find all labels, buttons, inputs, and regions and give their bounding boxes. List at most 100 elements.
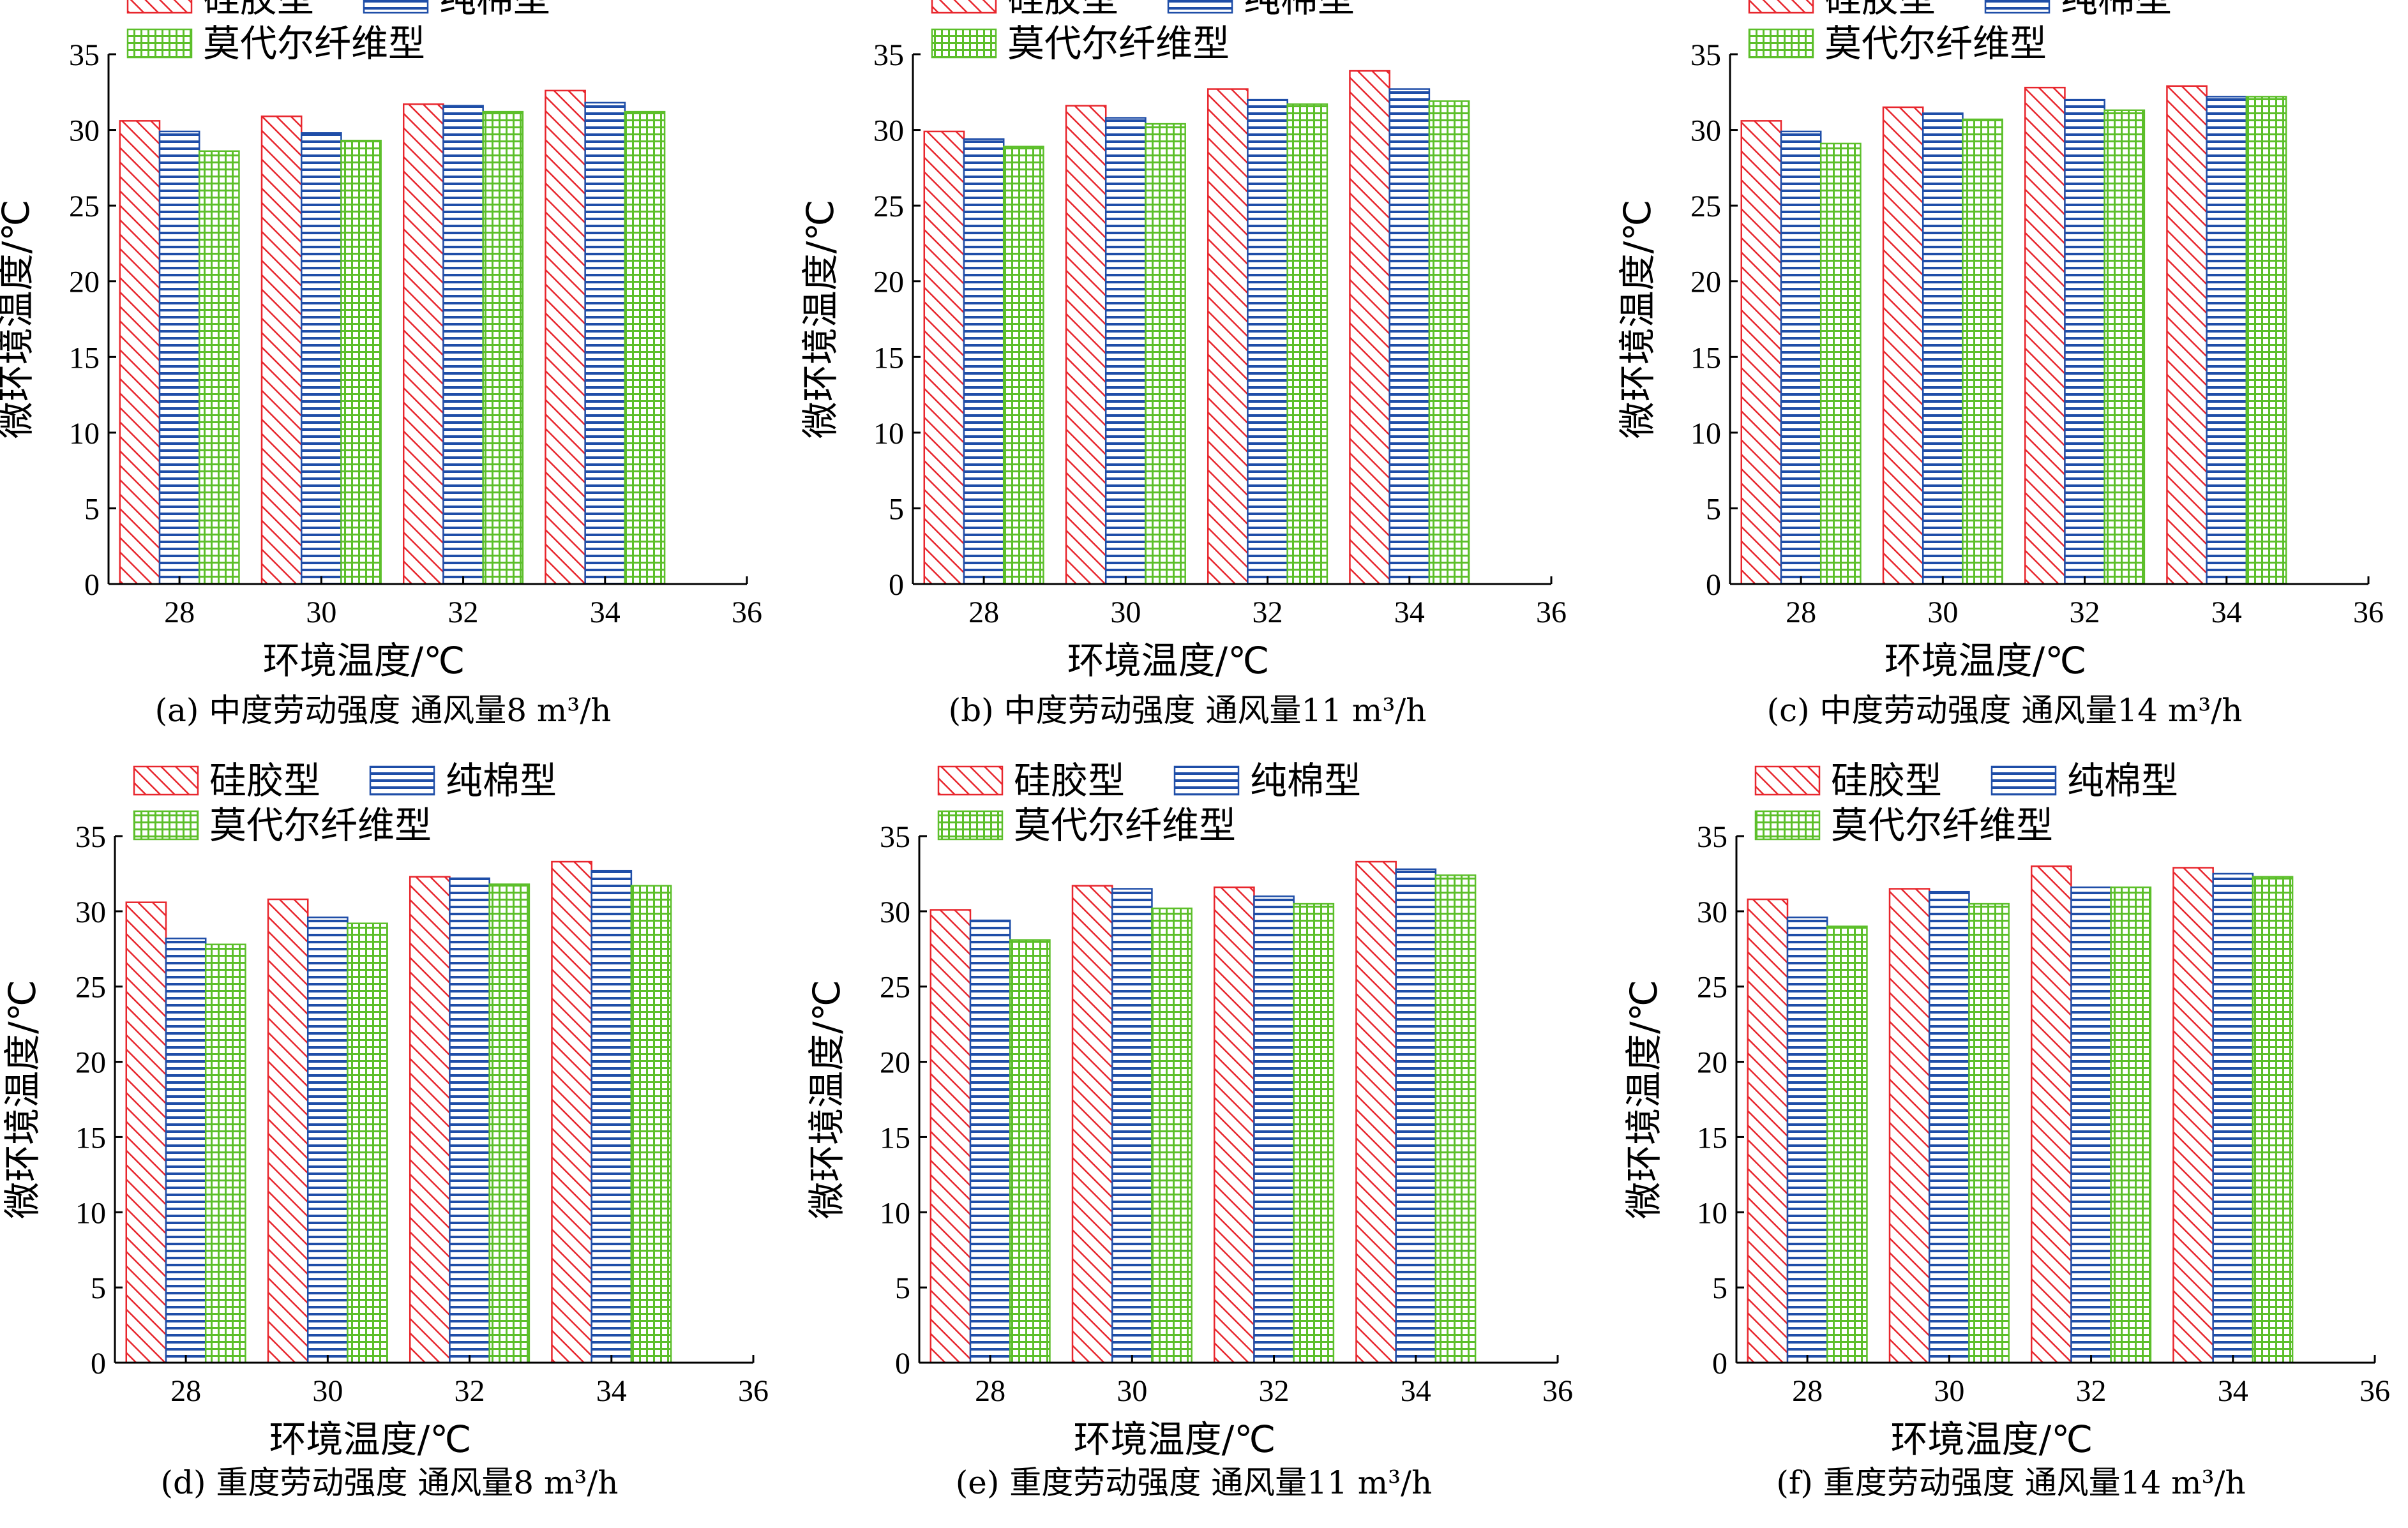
legend-swatch-cotton: [1990, 765, 2057, 796]
legend-swatch-modal: [937, 810, 1004, 841]
y-tick-label: 5: [889, 492, 904, 526]
legend-label-cotton: 纯棉型: [1250, 759, 1361, 802]
bar-modal: [2252, 876, 2294, 1364]
bar-cotton: [1247, 98, 1288, 585]
bar-modal: [2103, 109, 2146, 585]
legend-swatch-silica: [1754, 765, 1821, 796]
y-tick-label: 10: [873, 417, 904, 451]
bar-silica: [1065, 105, 1107, 585]
legend-label-cotton: 纯棉型: [1244, 0, 1355, 20]
y-tick-label: 30: [880, 895, 910, 929]
bar-cotton: [969, 919, 1011, 1364]
bar-cotton: [2206, 96, 2248, 585]
y-tick-label: 15: [873, 341, 904, 375]
y-tick-label: 30: [69, 114, 100, 148]
bar-silica: [409, 876, 451, 1364]
y-tick-label: 30: [75, 895, 106, 929]
legend-label-modal: 莫代尔纤维型: [1831, 804, 2053, 847]
y-tick-label: 15: [75, 1121, 106, 1155]
y-axis-title: 微环境温度/℃: [1622, 980, 1666, 1219]
bar-cotton: [442, 105, 484, 585]
chart-panel: 0 5 10 15 20 25 30 35 28 30 32 34 36 环境温度/℃ 微环境温度/℃ 硅胶型…: [805, 759, 1573, 1501]
y-tick-label: 15: [1697, 1121, 1727, 1155]
bar-cotton: [1922, 112, 1964, 585]
bar-silica: [119, 120, 161, 585]
y-tick-label: 25: [75, 971, 106, 1005]
bar-modal: [1009, 939, 1051, 1364]
bar-silica: [1740, 120, 1782, 585]
legend-label-silica: 硅胶型: [1014, 759, 1125, 802]
panel-caption: (b) 中度劳动强度 通风量11 m³/h: [949, 692, 1427, 729]
bar-modal: [1826, 925, 1868, 1364]
bar-silica: [260, 115, 303, 585]
bar-silica: [1349, 70, 1390, 585]
bar-cotton: [449, 877, 490, 1364]
bar-modal: [1286, 103, 1328, 585]
x-tick-label: 30: [1927, 595, 1958, 629]
chart-panel: 0 5 10 15 20 25 30 35 28 30 32 34 36 环境温度/℃ 微环境温度/℃ 硅胶型…: [799, 0, 1567, 729]
bar-modal: [630, 885, 672, 1364]
x-tick-label: 32: [1259, 1374, 1290, 1408]
bar-modal: [204, 943, 246, 1364]
bar-silica: [402, 103, 444, 585]
legend-swatch-cotton: [369, 765, 435, 796]
y-axis-title: 微环境温度/℃: [799, 200, 842, 439]
x-tick-label: 36: [2353, 595, 2384, 629]
bar-cotton: [1395, 868, 1437, 1364]
chart-panel: 0 5 10 15 20 25 30 35 28 30 32 34 36 环境温度/℃ 微环境温度/℃ 硅胶型…: [0, 0, 762, 729]
y-tick-label: 30: [1690, 114, 1721, 148]
y-tick-label: 0: [1706, 568, 1721, 602]
legend-swatch-silica: [126, 0, 193, 14]
legend-label-modal: 莫代尔纤维型: [203, 22, 425, 65]
bar-cotton: [963, 138, 1005, 585]
y-tick-label: 30: [873, 114, 904, 148]
legend-label-cotton: 纯棉型: [439, 0, 550, 20]
bar-silica: [1888, 888, 1930, 1364]
bar-cotton: [1780, 130, 1822, 585]
legend-swatch-silica: [1748, 0, 1814, 14]
bar-modal: [2245, 96, 2287, 585]
x-tick-label: 30: [1110, 595, 1141, 629]
legend-label-cotton: 纯棉型: [446, 759, 557, 802]
y-tick-label: 25: [69, 190, 100, 223]
x-tick-label: 28: [170, 1374, 201, 1408]
bar-modal: [1151, 907, 1193, 1364]
legend-swatch-modal: [1754, 810, 1821, 841]
y-tick-label: 15: [1690, 341, 1721, 375]
bar-cotton: [591, 869, 633, 1364]
y-tick-label: 35: [69, 38, 100, 72]
x-tick-label: 36: [1536, 595, 1567, 629]
bar-silica: [1747, 898, 1789, 1364]
bar-cotton: [584, 101, 626, 585]
x-axis-title: 环境温度/℃: [1074, 1418, 1276, 1461]
legend-label-cotton: 纯棉型: [2061, 0, 2172, 20]
y-tick-label: 10: [75, 1196, 106, 1230]
x-tick-label: 32: [2070, 595, 2100, 629]
bar-cotton: [158, 130, 200, 585]
legend-swatch-modal: [1748, 28, 1814, 59]
y-tick-label: 0: [1712, 1347, 1727, 1381]
bar-modal: [1819, 142, 1862, 585]
x-tick-label: 32: [448, 595, 479, 629]
bar-cotton: [2064, 98, 2105, 585]
bar-silica: [267, 898, 309, 1364]
y-tick-label: 25: [1697, 971, 1727, 1005]
bar-cotton: [1104, 117, 1147, 585]
bar-cotton: [1111, 888, 1153, 1364]
bar-cotton: [300, 132, 342, 585]
legend-swatch-silica: [133, 765, 199, 796]
x-tick-label: 36: [2359, 1374, 2390, 1408]
legend-label-silica: 硅胶型: [1825, 0, 1936, 20]
chart-panel: 0 5 10 15 20 25 30 35 28 30 32 34 36 环境温度/℃ 微环境温度/℃ 硅胶型…: [1616, 0, 2384, 729]
bar-cotton: [1253, 895, 1295, 1364]
y-axis-title: 微环境温度/℃: [1616, 200, 1659, 439]
y-tick-label: 10: [1690, 417, 1721, 451]
y-axis-title: 微环境温度/℃: [1, 980, 44, 1219]
x-tick-label: 30: [306, 595, 336, 629]
bar-cotton: [1928, 890, 1970, 1364]
